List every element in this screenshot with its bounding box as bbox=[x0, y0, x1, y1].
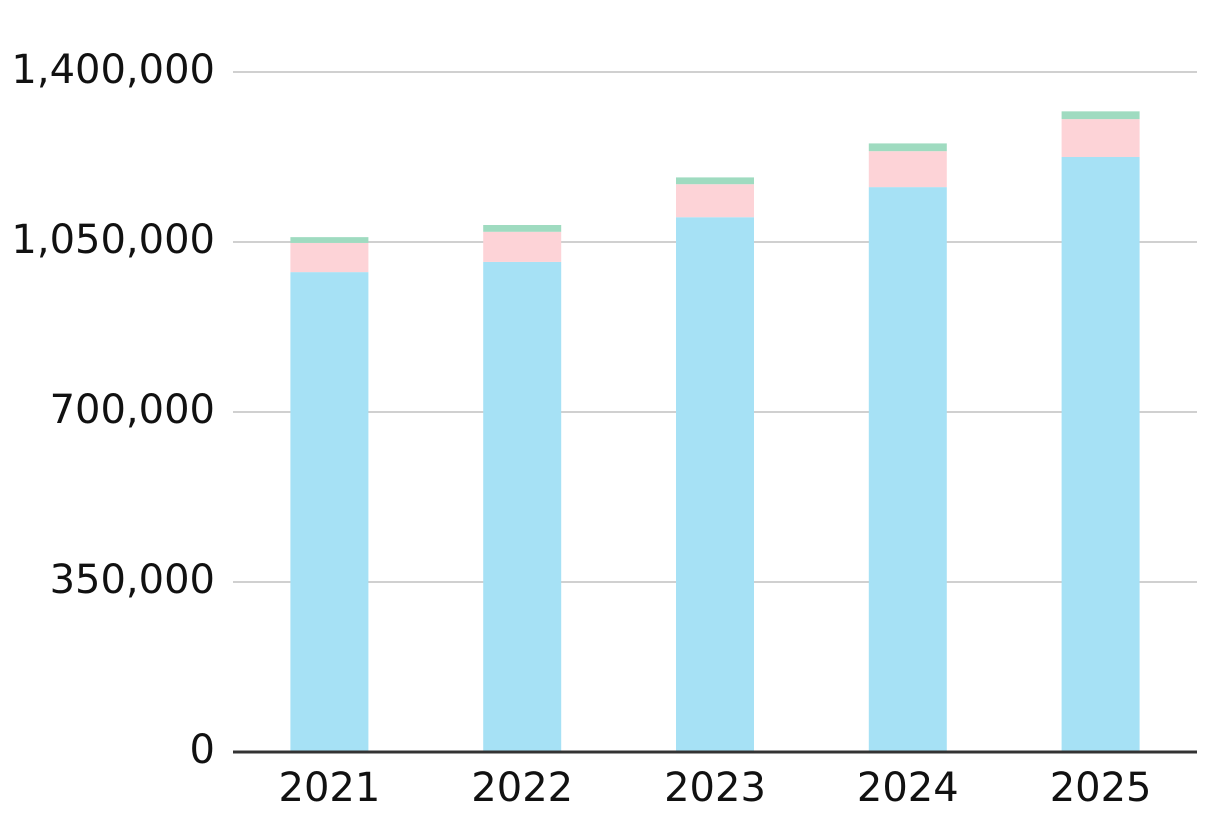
bar-segment bbox=[1061, 157, 1140, 752]
x-tick-label: 2022 bbox=[471, 765, 573, 811]
bar-segment bbox=[676, 184, 754, 218]
bar-segment bbox=[483, 231, 562, 262]
y-tick-label: 1,050,000 bbox=[11, 217, 215, 263]
y-tick-label: 350,000 bbox=[50, 557, 215, 603]
x-tick-label: 2021 bbox=[279, 765, 381, 811]
bar-segment bbox=[676, 177, 754, 185]
bar-segment bbox=[290, 272, 369, 752]
bar-segment bbox=[290, 237, 369, 243]
bar-segment bbox=[290, 242, 369, 273]
bar-segment bbox=[1061, 119, 1140, 157]
bar-segment bbox=[868, 143, 947, 152]
x-tick-label: 2024 bbox=[857, 765, 959, 811]
bar-segment bbox=[483, 261, 562, 752]
bar-segment bbox=[868, 151, 947, 188]
bar-segment bbox=[1061, 111, 1140, 120]
y-tick-label: 0 bbox=[190, 727, 215, 773]
y-tick-label: 1,400,000 bbox=[11, 47, 215, 93]
bar-segment bbox=[676, 217, 754, 752]
bar-segment bbox=[868, 187, 947, 753]
bar-segment bbox=[483, 225, 562, 232]
x-tick-label: 2025 bbox=[1050, 765, 1152, 811]
x-tick-label: 2023 bbox=[664, 765, 766, 811]
y-tick-label: 700,000 bbox=[50, 387, 215, 433]
